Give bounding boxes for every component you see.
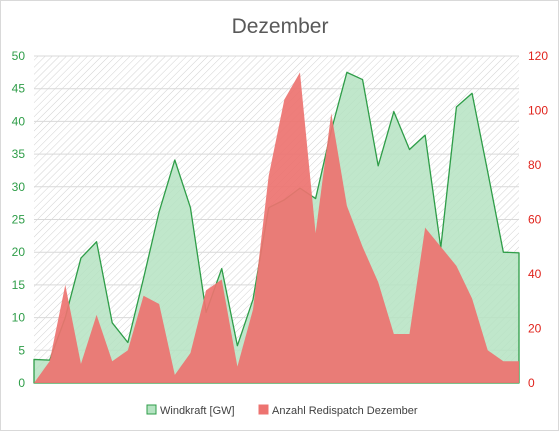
series-area-2 [34, 72, 519, 383]
axis-ticks: 0 5 10 15 20 25 30 35 40 45 50 0 20 40 60 80 100 120 [12, 49, 549, 390]
left-axis-tick-6: 30 [12, 180, 26, 194]
left-axis-tick-1: 5 [18, 343, 25, 357]
right-axis-tick-1: 20 [528, 322, 542, 336]
left-axis-tick-10: 50 [12, 49, 26, 63]
left-axis-tick-7: 35 [12, 147, 26, 161]
chart-title: Dezember [232, 15, 329, 38]
left-axis-tick-8: 40 [12, 114, 26, 128]
right-axis-tick-2: 40 [528, 267, 542, 281]
series-areas [33, 71, 520, 384]
right-axis-tick-3: 60 [528, 213, 542, 227]
legend: Windkraft [GW] Anzahl Redispatch Dezember [146, 404, 418, 417]
right-axis-tick-6: 120 [528, 49, 548, 63]
left-axis-tick-0: 0 [18, 376, 25, 390]
legend-swatch-1 [146, 404, 157, 415]
legend-label-2: Anzahl Redispatch Dezember [272, 405, 418, 417]
left-axis-tick-5: 25 [12, 213, 26, 227]
right-axis-tick-0: 0 [528, 376, 535, 390]
left-axis-tick-3: 15 [12, 278, 26, 292]
legend-swatch-2 [258, 404, 269, 415]
right-axis-tick-5: 100 [528, 104, 548, 118]
right-axis-tick-4: 80 [528, 158, 542, 172]
left-axis-tick-2: 10 [12, 311, 26, 325]
left-axis-tick-9: 45 [12, 82, 26, 96]
legend-label-1: Windkraft [GW] [160, 405, 235, 417]
left-axis-tick-4: 20 [12, 245, 26, 259]
